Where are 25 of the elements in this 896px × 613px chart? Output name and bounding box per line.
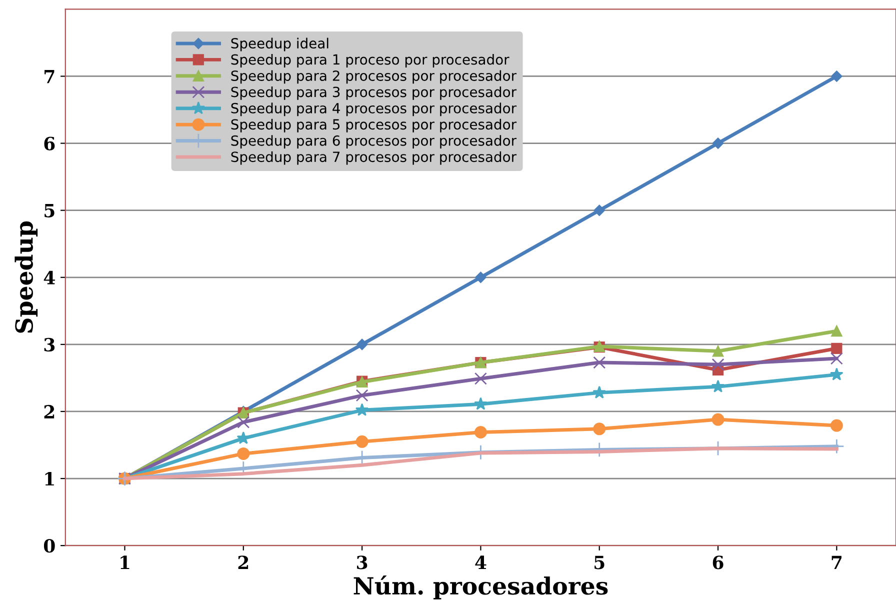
legend-label: Speedup ideal — [231, 38, 328, 52]
legend-label: Speedup para 4 procesos por procesador — [231, 102, 517, 116]
y-axis-title: Speedup — [14, 221, 38, 333]
y-tick-label: 4 — [44, 270, 55, 284]
x-tick-label: 7 — [832, 556, 842, 570]
legend-label: Speedup para 6 procesos por procesador — [231, 135, 517, 149]
x-tick-label: 3 — [357, 556, 368, 570]
y-tick-label: 0 — [44, 539, 55, 553]
y-tick-label: 3 — [44, 338, 55, 352]
x-tick-label: 4 — [475, 556, 486, 570]
y-tick-label: 2 — [44, 404, 54, 418]
y-tick-label: 7 — [44, 70, 54, 84]
legend-label: Speedup para 1 proceso por procesador — [231, 54, 510, 68]
x-tick-label: 1 — [120, 556, 130, 570]
x-tick-label: 2 — [238, 556, 248, 570]
y-tick-label: 1 — [45, 472, 54, 486]
y-tick-label: 5 — [44, 204, 54, 218]
legend-label: Speedup para 2 procesos por procesador — [231, 70, 517, 84]
x-tick-label: 5 — [594, 556, 604, 570]
legend-label: Speedup para 7 procesos por procesador — [231, 151, 517, 165]
legend-label: Speedup para 3 procesos por procesador — [231, 86, 517, 100]
x-tick-label: 6 — [712, 556, 724, 570]
x-axis-title: Núm. procesadores — [354, 576, 608, 600]
legend-label: Speedup para 5 procesos por procesador — [231, 118, 517, 132]
y-tick-label: 6 — [44, 136, 55, 150]
